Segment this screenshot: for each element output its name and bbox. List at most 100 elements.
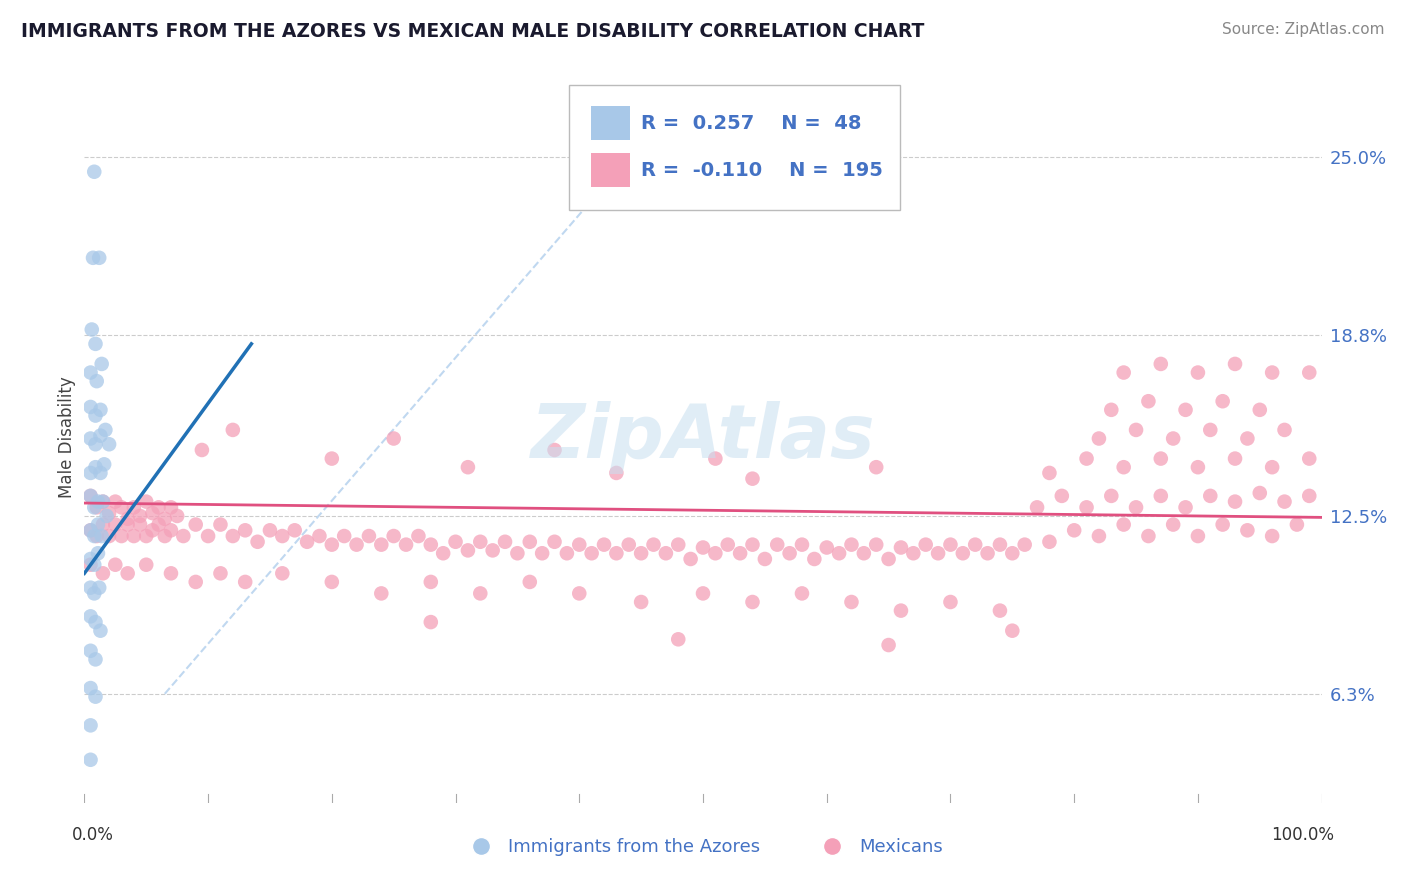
Point bbox=[790, 586, 813, 600]
Point bbox=[457, 543, 479, 558]
Point bbox=[815, 541, 838, 555]
Point bbox=[877, 552, 900, 566]
Point bbox=[1076, 451, 1098, 466]
Point bbox=[1298, 489, 1320, 503]
Point bbox=[1249, 402, 1271, 417]
Point bbox=[129, 508, 152, 523]
Point bbox=[370, 538, 392, 552]
Point bbox=[122, 529, 145, 543]
Point bbox=[222, 529, 245, 543]
Point bbox=[1112, 460, 1135, 475]
Point bbox=[79, 681, 101, 695]
Point bbox=[79, 466, 101, 480]
Point bbox=[148, 500, 170, 515]
Point bbox=[98, 506, 121, 520]
Point bbox=[655, 546, 678, 560]
Point bbox=[927, 546, 949, 560]
Point bbox=[191, 442, 214, 457]
Point bbox=[1274, 494, 1296, 508]
Point bbox=[754, 552, 776, 566]
Point bbox=[271, 566, 294, 581]
Point bbox=[1038, 466, 1060, 480]
Point bbox=[172, 529, 194, 543]
Point bbox=[84, 652, 107, 666]
Point bbox=[965, 538, 987, 552]
Point bbox=[141, 506, 163, 520]
Point bbox=[914, 538, 936, 552]
Point bbox=[79, 400, 101, 414]
Point bbox=[1038, 534, 1060, 549]
Point bbox=[79, 718, 101, 732]
Point bbox=[877, 638, 900, 652]
Point bbox=[865, 538, 887, 552]
Point bbox=[939, 595, 962, 609]
Point bbox=[89, 402, 111, 417]
Point bbox=[104, 517, 127, 532]
Point bbox=[666, 632, 689, 647]
Point bbox=[1223, 451, 1246, 466]
Point bbox=[117, 517, 139, 532]
Point bbox=[79, 558, 101, 572]
Point bbox=[1001, 624, 1024, 638]
Point bbox=[419, 538, 441, 552]
Point bbox=[408, 529, 430, 543]
Point bbox=[91, 494, 114, 508]
Point bbox=[90, 529, 112, 543]
Point bbox=[432, 546, 454, 560]
Point bbox=[382, 529, 405, 543]
Point bbox=[79, 644, 101, 658]
Point bbox=[1076, 500, 1098, 515]
Point bbox=[1099, 489, 1122, 503]
Point bbox=[79, 524, 101, 538]
Point bbox=[93, 458, 115, 472]
Point bbox=[370, 586, 392, 600]
Point bbox=[1223, 494, 1246, 508]
Point bbox=[841, 595, 863, 609]
Point bbox=[1261, 529, 1284, 543]
Point bbox=[1050, 489, 1073, 503]
Point bbox=[84, 437, 107, 451]
Point bbox=[1212, 517, 1234, 532]
Point bbox=[1099, 402, 1122, 417]
Point bbox=[1125, 423, 1147, 437]
Point bbox=[83, 500, 105, 515]
Point bbox=[865, 460, 887, 475]
Point bbox=[1161, 517, 1184, 532]
Point bbox=[321, 538, 343, 552]
Point bbox=[135, 529, 157, 543]
Point bbox=[104, 558, 127, 572]
Point bbox=[790, 538, 813, 552]
Text: 100.0%: 100.0% bbox=[1271, 826, 1334, 844]
Point bbox=[1150, 451, 1173, 466]
Point bbox=[209, 566, 232, 581]
Point bbox=[1261, 366, 1284, 380]
Point bbox=[444, 534, 467, 549]
Point bbox=[704, 451, 727, 466]
Point bbox=[1026, 500, 1049, 515]
Point bbox=[86, 500, 108, 515]
Text: R =  -0.110    N =  195: R = -0.110 N = 195 bbox=[641, 161, 883, 180]
Point bbox=[988, 538, 1011, 552]
Point bbox=[1174, 500, 1197, 515]
Point bbox=[82, 251, 104, 265]
Text: 0.0%: 0.0% bbox=[72, 826, 114, 844]
Point bbox=[988, 604, 1011, 618]
Point bbox=[86, 529, 108, 543]
Point bbox=[939, 538, 962, 552]
Point bbox=[1298, 451, 1320, 466]
Point bbox=[91, 566, 114, 581]
Point bbox=[87, 517, 110, 532]
Point bbox=[89, 428, 111, 442]
Point bbox=[79, 432, 101, 446]
Point bbox=[1161, 432, 1184, 446]
Point bbox=[79, 753, 101, 767]
Point bbox=[728, 546, 751, 560]
Point bbox=[803, 552, 825, 566]
Point bbox=[1249, 486, 1271, 500]
Point bbox=[117, 512, 139, 526]
Point bbox=[357, 529, 380, 543]
Point bbox=[271, 529, 294, 543]
Point bbox=[184, 517, 207, 532]
Point bbox=[704, 546, 727, 560]
Point bbox=[197, 529, 219, 543]
